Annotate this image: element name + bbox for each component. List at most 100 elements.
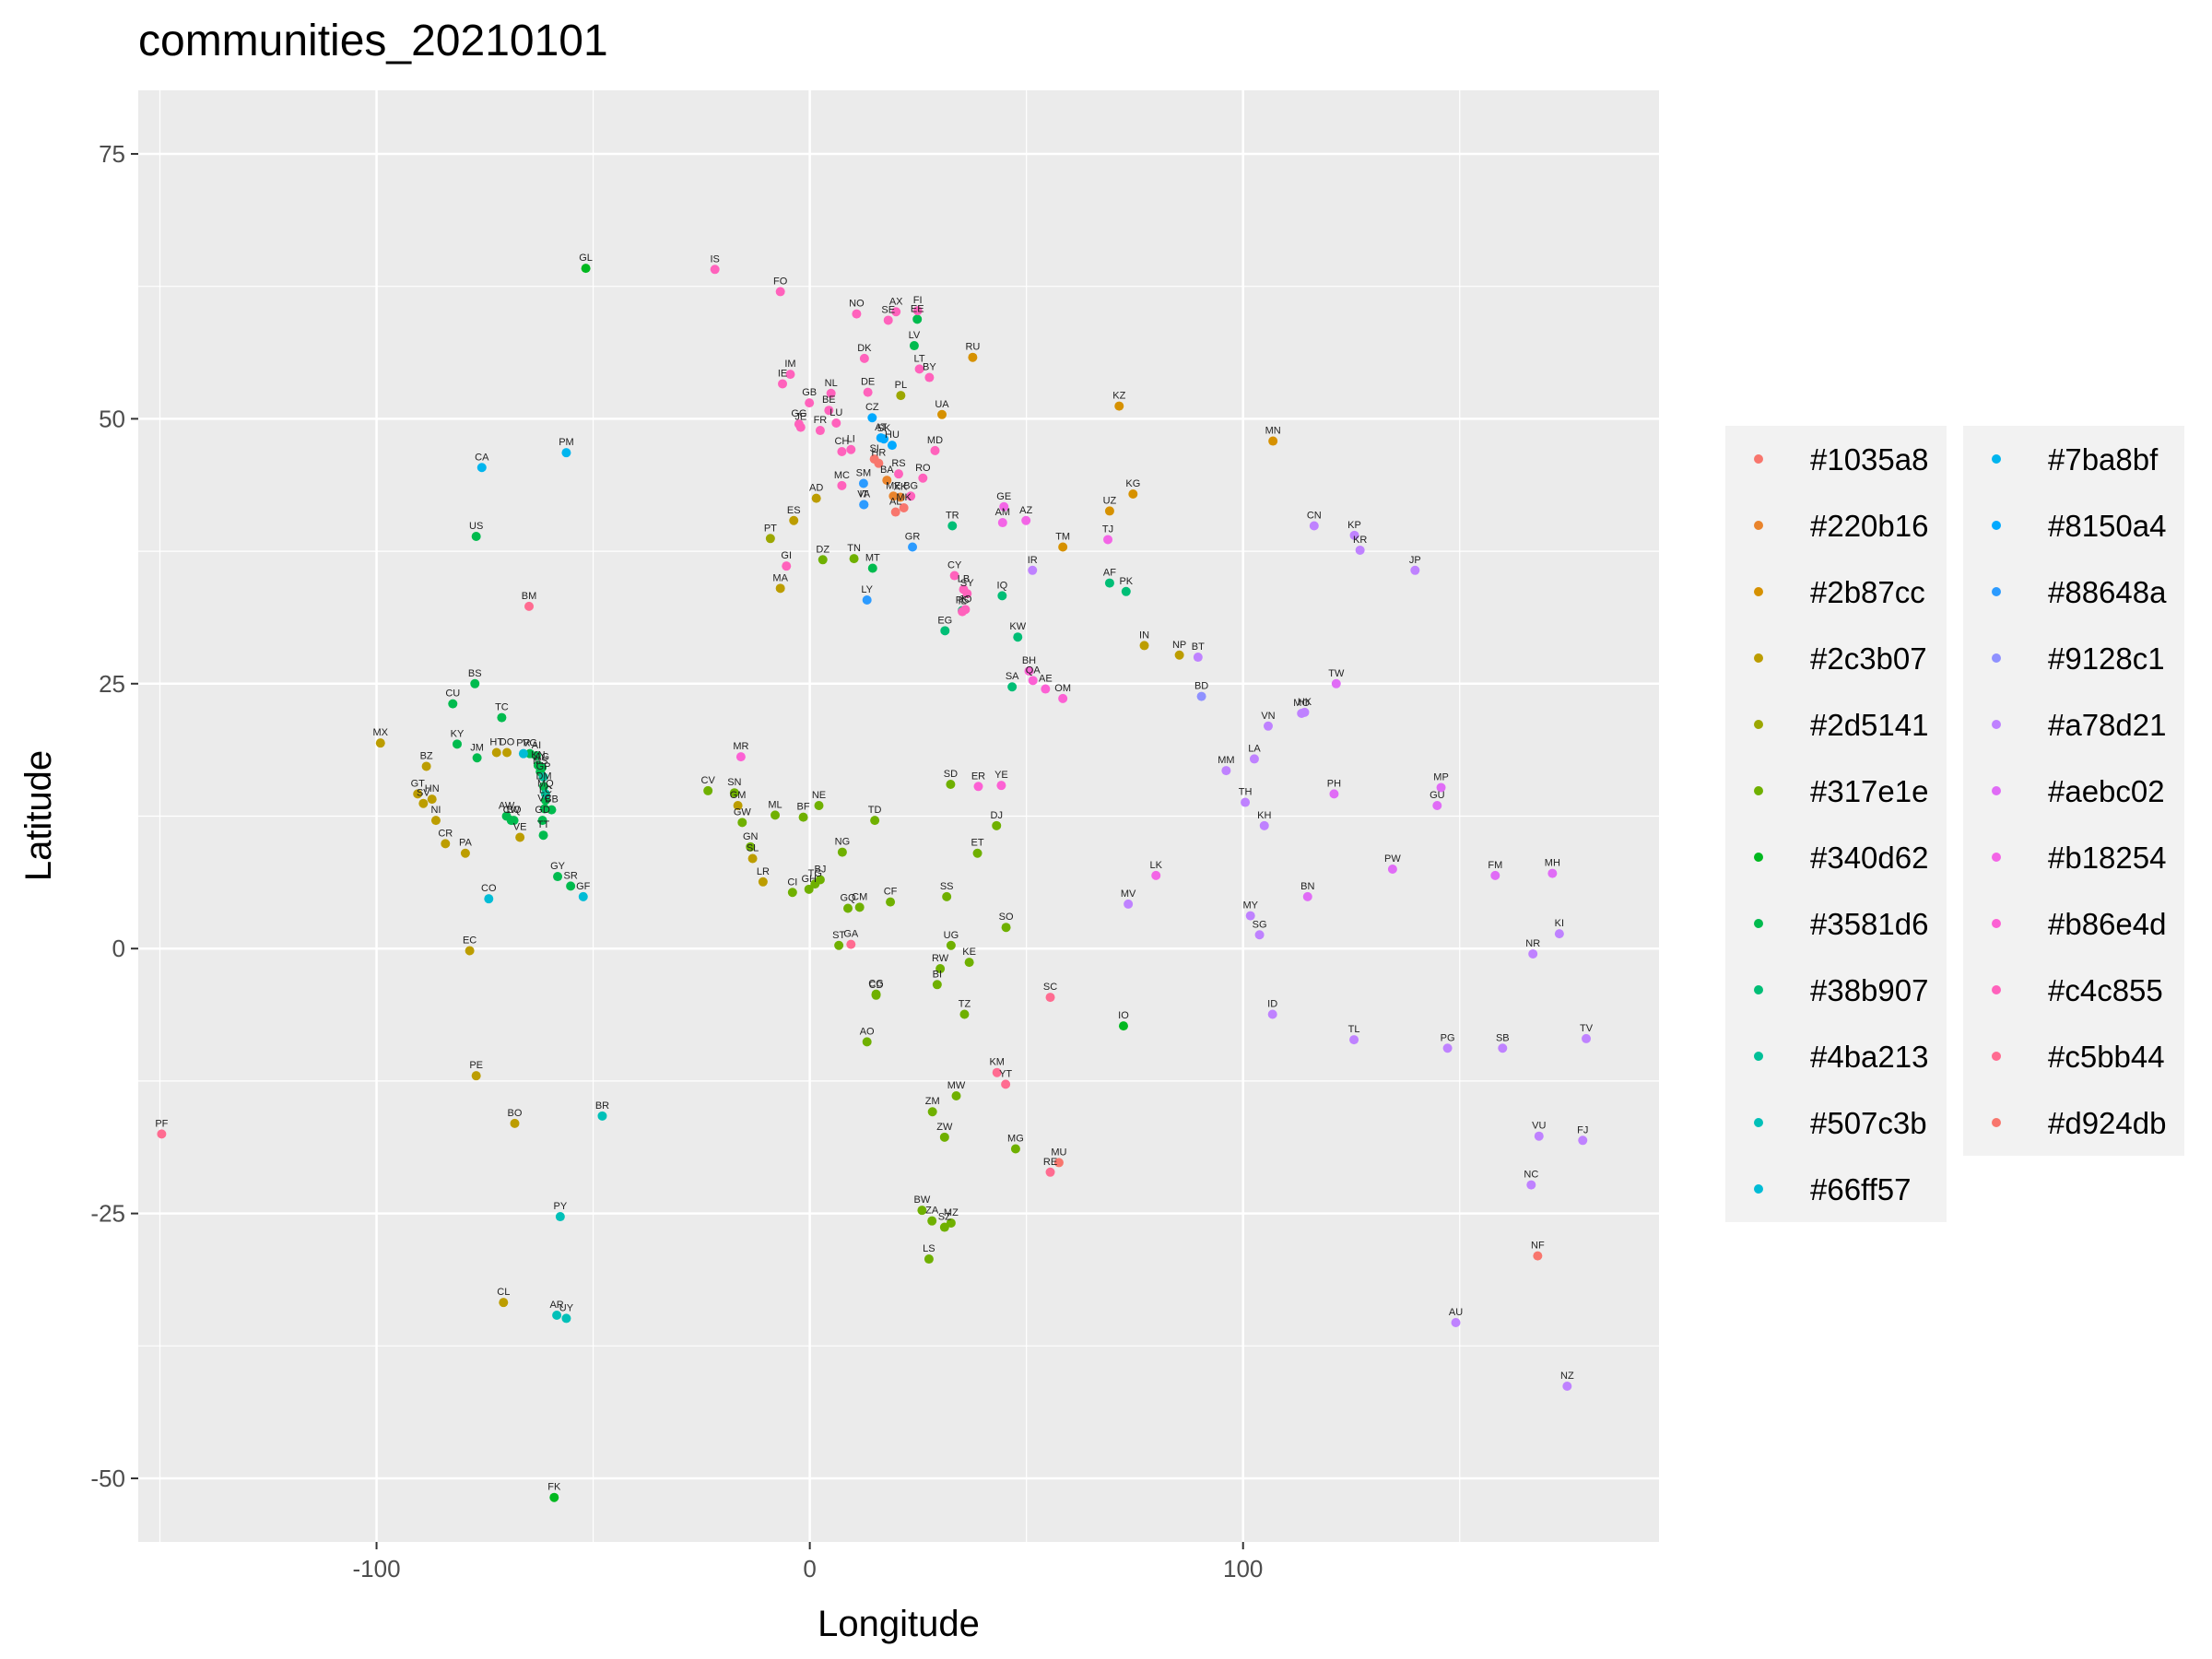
point-label: MC <box>834 470 850 481</box>
point-label: US <box>469 521 483 532</box>
point-label: SV <box>417 788 430 799</box>
point-label: FM <box>1488 860 1502 871</box>
data-point <box>1021 515 1031 525</box>
point-label: NC <box>1524 1170 1538 1181</box>
data-point <box>914 364 924 374</box>
point-label: BE <box>822 394 836 406</box>
point-label: CM <box>852 891 867 902</box>
legend-key <box>1754 786 1763 795</box>
point-label: VN <box>1261 711 1275 722</box>
data-point <box>1249 754 1259 764</box>
point-label: CU <box>445 688 460 700</box>
data-point <box>1309 521 1319 531</box>
point-label: SR <box>564 870 578 881</box>
point-label: UZ <box>1103 495 1117 506</box>
data-point <box>863 387 873 397</box>
data-point <box>867 563 877 573</box>
point-label: LU <box>830 407 842 418</box>
data-point <box>470 678 480 688</box>
data-point <box>870 816 880 826</box>
point-label: FR <box>814 415 828 426</box>
point-label: IT <box>860 489 869 500</box>
data-point <box>578 891 588 901</box>
data-point <box>951 1091 961 1101</box>
data-point <box>477 463 487 473</box>
point-label: KI <box>1555 918 1564 929</box>
legend-key <box>1754 720 1763 729</box>
point-label: LB <box>958 573 970 584</box>
data-point <box>815 426 825 436</box>
data-point <box>1410 565 1420 575</box>
point-label: ME <box>886 480 901 491</box>
point-label: JE <box>794 412 806 423</box>
data-point <box>733 801 743 811</box>
point-label: MU <box>1051 1147 1066 1158</box>
data-point <box>1013 632 1023 642</box>
data-point <box>1436 782 1446 793</box>
data-point <box>972 848 982 858</box>
data-point <box>1196 691 1206 701</box>
point-label: MH <box>1545 858 1560 869</box>
legend-key <box>1992 521 2001 530</box>
point-label: SK <box>877 423 891 434</box>
legend-key <box>1992 786 2001 795</box>
legend-label: #340d62 <box>1810 841 1928 875</box>
data-point <box>1582 1033 1592 1043</box>
data-point <box>553 872 563 882</box>
point-label: GH <box>801 874 817 885</box>
data-point <box>506 816 516 826</box>
data-point <box>1528 948 1538 959</box>
point-label: AX <box>889 296 903 307</box>
data-point <box>484 894 494 904</box>
point-label: DJ <box>991 810 1003 821</box>
data-point <box>992 1067 1002 1077</box>
legend-key <box>1992 1052 2001 1061</box>
point-label: KM <box>989 1057 1005 1068</box>
point-label: SN <box>727 777 741 788</box>
data-point <box>930 445 940 455</box>
data-point <box>895 492 905 502</box>
point-label: BA <box>880 465 894 476</box>
data-point <box>997 591 1007 601</box>
y-tick-label: 0 <box>112 935 125 962</box>
legend: #1035a8 #220b16 #2b87cc #2c3b07 #2d5141 #317e… <box>1725 426 2184 1222</box>
data-point <box>510 1118 520 1128</box>
data-point <box>460 848 470 858</box>
data-point <box>421 761 431 771</box>
data-point <box>782 561 792 571</box>
legend-key <box>1754 853 1763 862</box>
data-point <box>539 782 548 792</box>
data-point <box>858 478 868 488</box>
data-point <box>538 771 548 782</box>
point-label: CO <box>481 883 497 894</box>
data-point <box>515 832 525 842</box>
data-point <box>906 491 916 501</box>
data-point <box>908 542 918 552</box>
data-point <box>1007 682 1018 692</box>
legend-label: #c5bb44 <box>2048 1040 2165 1074</box>
point-label: BO <box>508 1108 523 1119</box>
data-point <box>1001 923 1011 933</box>
data-point <box>540 789 550 799</box>
data-point <box>973 782 983 792</box>
data-point <box>532 750 542 760</box>
data-point <box>1139 641 1149 651</box>
legend-key <box>1754 521 1763 530</box>
data-point <box>890 507 900 517</box>
data-point <box>737 818 747 828</box>
data-point <box>804 884 814 894</box>
data-point <box>1041 684 1051 694</box>
point-label: VU <box>1532 1121 1546 1132</box>
data-point <box>924 372 935 382</box>
data-point <box>1024 666 1034 676</box>
point-label: KY <box>451 728 465 739</box>
point-label: MG <box>1007 1133 1024 1144</box>
point-label: CI <box>787 877 797 888</box>
data-point <box>862 1037 872 1047</box>
point-label: TT <box>537 819 550 830</box>
data-point <box>1331 678 1341 688</box>
data-point <box>735 752 746 762</box>
data-point <box>867 413 877 423</box>
data-point <box>452 739 462 749</box>
